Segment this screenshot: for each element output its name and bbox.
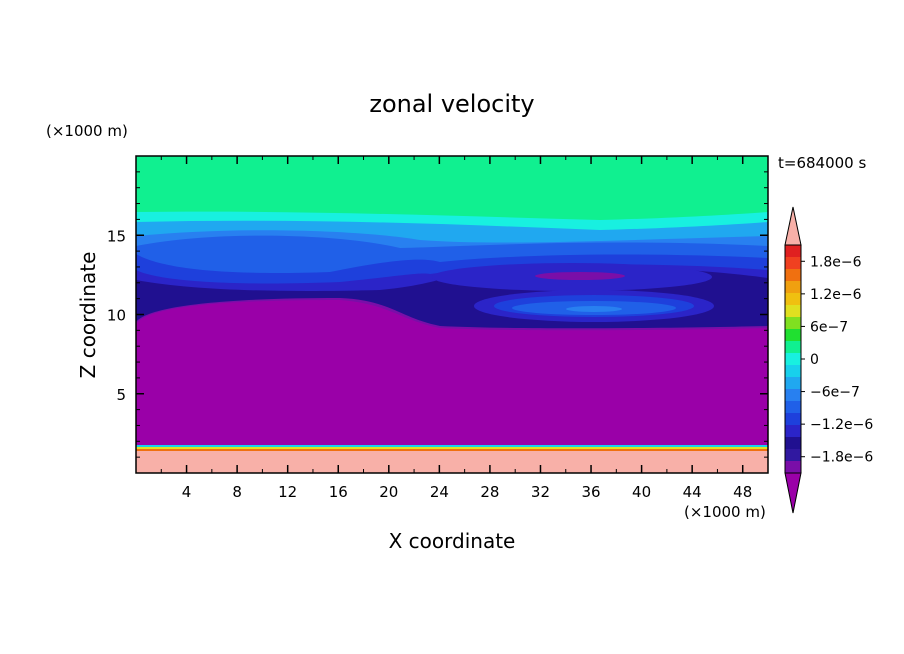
colorbar-tick-label: 6e−7	[810, 319, 848, 335]
x-tick-label: 24	[430, 483, 449, 501]
x-tick-label: 48	[733, 483, 752, 501]
x-tick-label: 16	[329, 483, 348, 501]
colorbar-segment	[785, 353, 801, 366]
colorbar-segment	[785, 377, 801, 390]
x-tick-label: 8	[232, 483, 242, 501]
y-axis-title: Z coordinate	[76, 252, 100, 379]
contour-field	[136, 156, 768, 473]
y-tick-label: 15	[107, 227, 126, 245]
colorbar-segment	[785, 329, 801, 342]
x-axis: 4 8 12 16 20 24 28 32 36 40 44 48	[160, 156, 752, 501]
colorbar-segment	[785, 413, 801, 426]
time-label: t=684000 s	[778, 154, 866, 172]
colorbar-tick-label: −6e−7	[810, 385, 860, 401]
colorbar-tick-label: 1.2e−6	[810, 287, 862, 303]
colorbar-segment	[785, 269, 801, 282]
colorbar-segment	[785, 449, 801, 462]
colorbar-segment	[785, 461, 801, 474]
y-unit-label: (×1000 m)	[46, 122, 128, 140]
x-tick-label: 32	[531, 483, 550, 501]
x-tick-label: 44	[683, 483, 702, 501]
x-tick-label: 12	[278, 483, 297, 501]
colorbar-segment	[785, 365, 801, 378]
y-tick-label: 10	[107, 307, 126, 325]
x-tick-label: 40	[632, 483, 651, 501]
x-tick-label: 28	[480, 483, 499, 501]
x-tick-label: 20	[379, 483, 398, 501]
chart-title: zonal velocity	[369, 90, 534, 118]
colorbar-segment	[785, 401, 801, 414]
colorbar-segment	[785, 245, 801, 258]
colorbar-segment	[785, 293, 801, 306]
east-core-center	[566, 306, 622, 312]
east-core-purple-spot	[535, 272, 625, 280]
colorbar-segment	[785, 317, 801, 330]
bottom-band-cyan	[136, 445, 768, 447]
colorbar: 1.8e−6 1.2e−6 6e−7 0 −6e−7 −1.2e−6 −1.8e−6	[784, 206, 873, 514]
colorbar-segment	[785, 389, 801, 402]
interior-region	[136, 300, 768, 473]
x-unit-label: (×1000 m)	[684, 503, 766, 521]
colorbar-segment	[785, 305, 801, 318]
colorbar-tick-label: 1.8e−6	[810, 254, 862, 270]
colorbar-segment	[785, 437, 801, 450]
colorbar-segment	[785, 341, 801, 354]
colorbar-segment	[785, 425, 801, 438]
x-tick-label: 36	[581, 483, 600, 501]
y-axis: 5 10 15	[107, 171, 768, 458]
colorbar-over-arrow	[784, 206, 802, 246]
bottom-layer-region	[136, 451, 768, 473]
bottom-band-orange	[136, 449, 768, 451]
colorbar-under-arrow	[784, 472, 802, 514]
colorbar-tick-label: 0	[810, 352, 819, 368]
colorbar-segment	[785, 257, 801, 270]
y-tick-label: 5	[116, 386, 126, 404]
colorbar-tick-label: −1.8e−6	[810, 450, 873, 466]
colorbar-tick-label: −1.2e−6	[810, 417, 873, 433]
bottom-band-yellow	[136, 447, 768, 449]
colorbar-segment	[785, 281, 801, 294]
x-axis-title: X coordinate	[389, 529, 516, 553]
x-tick-label: 4	[182, 483, 192, 501]
